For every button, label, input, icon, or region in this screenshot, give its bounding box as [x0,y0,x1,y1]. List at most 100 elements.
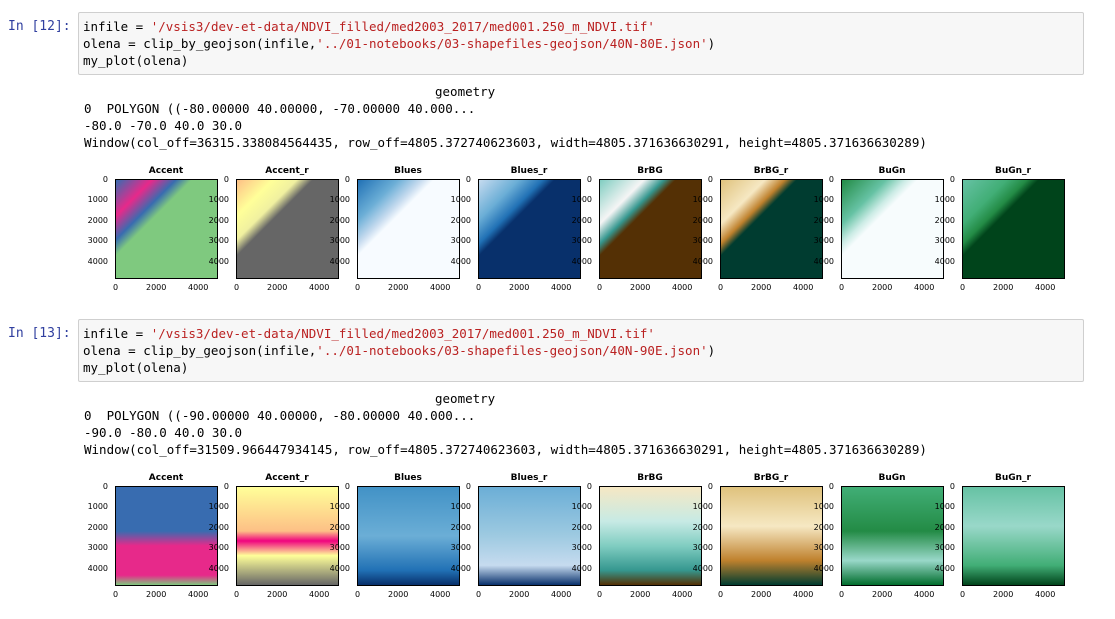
y-tick-label: 4000 [692,257,713,266]
y-tick-label: 3000 [934,543,955,552]
code-line-3: my_plot(olena) [83,360,189,375]
subplot-title: BuGn [878,473,906,483]
x-tick-label: 0 [597,590,603,599]
y-tick-label: 3000 [692,543,713,552]
subplot-bugn: BuGn 0 1000 2000 3000 4000 0 2000 4000 [810,166,944,292]
x-tick-label: 2000 [630,590,651,599]
output-window: Window(col_off=36315.338084564435, row_o… [84,135,927,150]
subplot-blues: Blues 0 1000 2000 3000 4000 0 2000 4000 [326,473,460,599]
y-tick-label: 2000 [692,216,713,225]
x-tick-label: 0 [960,283,966,292]
subplot-accent: Accent 0 1000 2000 3000 4000 0 2000 4000 [84,473,218,599]
subplot-title: Blues [394,473,422,483]
x-tick-label: 4000 [188,590,209,599]
x-tick-label: 4000 [793,590,814,599]
x-tick-label: 0 [113,283,119,292]
y-tick-label: 3000 [571,543,592,552]
x-tick-label: 2000 [630,283,651,292]
output-geometry-row: 0 POLYGON ((-80.00000 40.00000, -70.0000… [84,101,476,116]
subplot-brbg: BrBG 0 1000 2000 3000 4000 0 2000 4000 [568,473,702,599]
code-cell-13[interactable]: In [13]: infile = '/vsis3/dev-et-data/ND… [0,319,1115,619]
subplot-title: Blues_r [510,473,548,483]
y-tick-label: 0 [344,175,350,184]
y-tick-label: 1000 [208,195,229,204]
x-tick-label: 2000 [267,283,288,292]
ndvi-image [115,179,218,279]
x-tick-label: 4000 [551,283,572,292]
x-tick-label: 0 [355,283,361,292]
y-tick-label: 2000 [934,216,955,225]
y-tick-label: 4000 [208,564,229,573]
x-tick-label: 0 [839,590,845,599]
code-line-2: olena = clip_by_geojson(infile,'../01-no… [83,36,716,51]
x-tick-label: 4000 [793,283,814,292]
subplot-blues-r: Blues_r 0 1000 2000 3000 4000 0 2000 4000 [447,473,581,599]
subplot-bugn: BuGn 0 1000 2000 3000 4000 0 2000 4000 [810,473,944,599]
x-tick-label: 0 [718,283,724,292]
y-tick-label: 2000 [329,216,350,225]
y-tick-label: 4000 [450,564,471,573]
y-tick-label: 1000 [692,502,713,511]
output-window: Window(col_off=31509.966447934145, row_o… [84,442,927,457]
x-tick-label: 4000 [672,590,693,599]
ndvi-image [357,486,460,586]
y-tick-label: 0 [707,482,713,491]
x-tick-label: 4000 [914,283,935,292]
x-tick-label: 2000 [509,590,530,599]
y-tick-label: 4000 [813,564,834,573]
y-tick-label: 0 [465,175,471,184]
x-tick-label: 4000 [309,590,330,599]
y-tick-label: 2000 [208,523,229,532]
y-tick-label: 3000 [692,236,713,245]
ndvi-image [236,486,339,586]
y-tick-label: 2000 [450,216,471,225]
y-tick-label: 0 [465,482,471,491]
x-tick-label: 0 [234,590,240,599]
x-tick-label: 2000 [388,283,409,292]
y-tick-label: 4000 [329,257,350,266]
y-tick-label: 4000 [934,257,955,266]
subplot-blues-r: Blues_r 0 1000 2000 3000 4000 0 2000 4000 [447,166,581,292]
code-line-3: my_plot(olena) [83,53,189,68]
y-tick-label: 3000 [934,236,955,245]
y-tick-label: 0 [102,175,108,184]
y-tick-label: 2000 [813,216,834,225]
ndvi-image [478,179,581,279]
y-tick-label: 2000 [87,216,108,225]
y-tick-label: 0 [102,482,108,491]
subplot-brbg-r: BrBG_r 0 1000 2000 3000 4000 0 2000 4000 [689,473,823,599]
y-tick-label: 1000 [450,502,471,511]
x-tick-label: 2000 [146,283,167,292]
subplot-title: BrBG [637,166,663,176]
y-tick-label: 4000 [692,564,713,573]
y-tick-label: 1000 [208,502,229,511]
x-tick-label: 0 [476,590,482,599]
ndvi-image [599,486,702,586]
code-input[interactable]: infile = '/vsis3/dev-et-data/NDVI_filled… [78,319,1084,382]
subplot-accent-r: Accent_r 0 1000 2000 3000 4000 0 2000 4000 [205,473,339,599]
y-tick-label: 0 [344,482,350,491]
y-tick-label: 2000 [87,523,108,532]
x-tick-label: 2000 [993,283,1014,292]
y-tick-label: 3000 [450,236,471,245]
y-tick-label: 2000 [571,523,592,532]
y-tick-label: 4000 [87,564,108,573]
code-input[interactable]: infile = '/vsis3/dev-et-data/NDVI_filled… [78,12,1084,75]
y-tick-label: 0 [586,482,592,491]
code-cell-12[interactable]: In [12]: infile = '/vsis3/dev-et-data/ND… [0,12,1115,312]
y-tick-label: 3000 [571,236,592,245]
subplot-title: BuGn_r [995,473,1031,483]
y-tick-label: 3000 [450,543,471,552]
x-tick-label: 0 [597,283,603,292]
y-tick-label: 4000 [813,257,834,266]
y-tick-label: 2000 [813,523,834,532]
subplot-title: Blues_r [510,166,548,176]
x-tick-label: 4000 [430,590,451,599]
ndvi-image [962,179,1065,279]
ndvi-image [599,179,702,279]
subplot-title: Accent_r [265,473,309,483]
x-tick-label: 0 [234,283,240,292]
subplot-blues: Blues 0 1000 2000 3000 4000 0 2000 4000 [326,166,460,292]
ndvi-image [236,179,339,279]
ndvi-image [720,486,823,586]
